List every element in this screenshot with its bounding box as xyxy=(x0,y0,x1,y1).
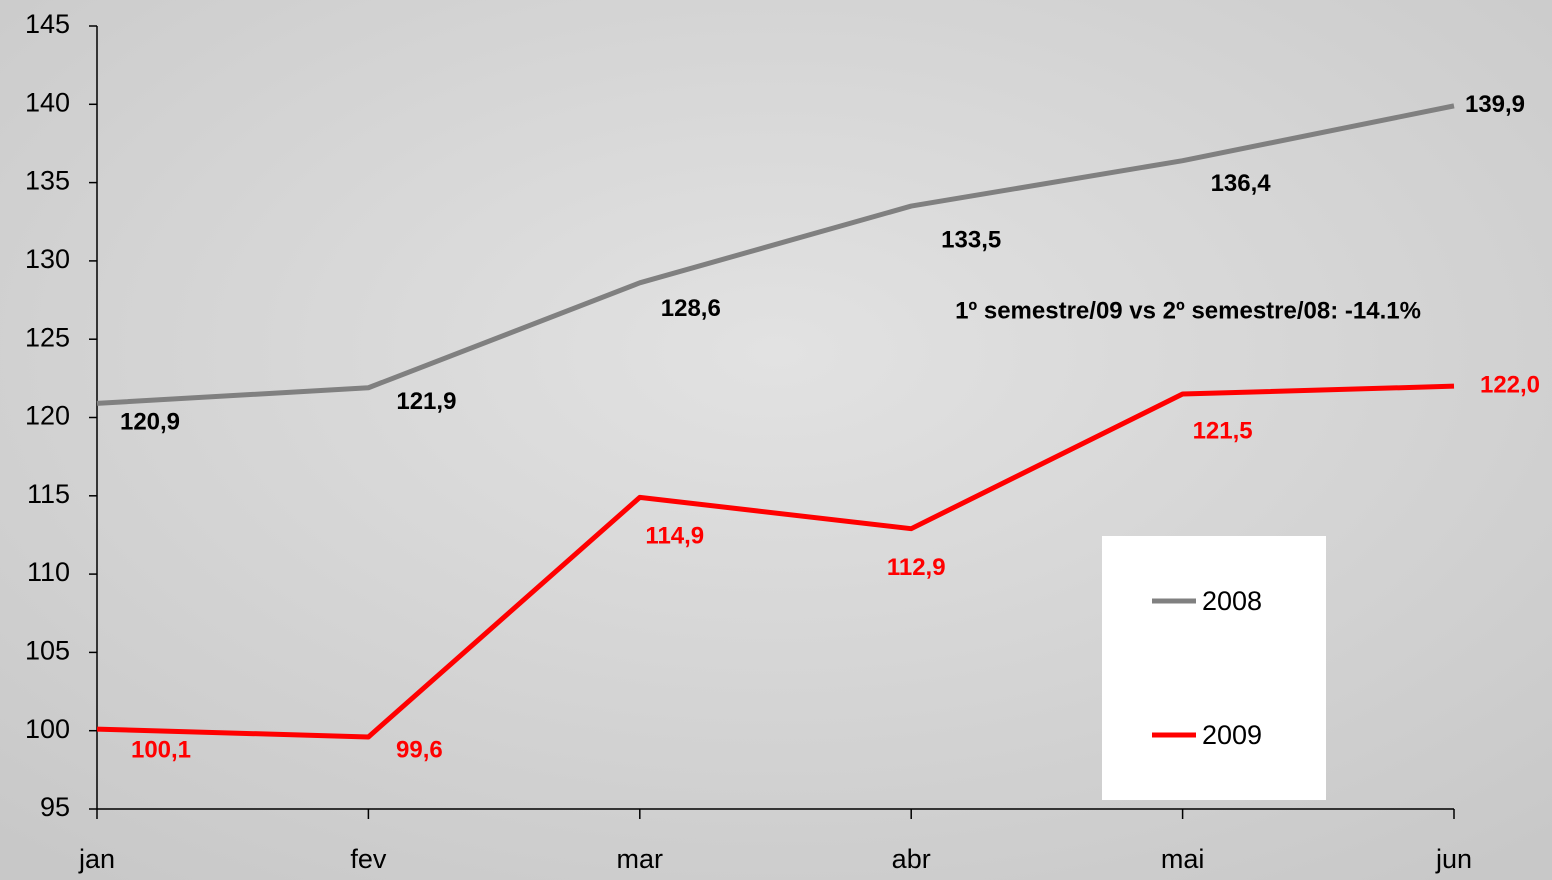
value-label: 128,6 xyxy=(661,295,721,322)
legend-label: 2009 xyxy=(1202,720,1262,750)
value-label: 121,5 xyxy=(1193,417,1253,444)
y-tick-label: 100 xyxy=(25,714,70,744)
y-tick-label: 130 xyxy=(25,244,70,274)
legend-label: 2008 xyxy=(1202,586,1262,616)
value-label: 120,9 xyxy=(120,409,180,436)
y-tick-label: 95 xyxy=(40,792,70,822)
y-tick-label: 135 xyxy=(25,166,70,196)
y-tick-label: 145 xyxy=(25,9,70,39)
y-tick-label: 125 xyxy=(25,322,70,352)
legend-box xyxy=(1102,536,1326,800)
series-line xyxy=(96,383,1455,740)
y-tick-label: 115 xyxy=(27,479,70,509)
value-label: 136,4 xyxy=(1211,170,1272,197)
value-label: 133,5 xyxy=(941,226,1001,253)
x-tick-label: mar xyxy=(617,844,664,874)
x-tick-label: mai xyxy=(1161,844,1205,874)
series-line xyxy=(96,103,1455,406)
value-label: 114,9 xyxy=(645,523,704,550)
x-tick-label: fev xyxy=(350,844,387,874)
value-label: 139,9 xyxy=(1465,91,1525,118)
value-label: 99,6 xyxy=(396,736,443,763)
y-tick-label: 120 xyxy=(25,401,70,431)
value-label: 122,0 xyxy=(1480,372,1540,399)
x-tick-label: jun xyxy=(1435,844,1472,874)
y-tick-label: 105 xyxy=(25,636,70,666)
value-label: 100,1 xyxy=(131,736,191,763)
annotation: 1º semestre/09 vs 2º semestre/08: -14.1% xyxy=(955,297,1421,324)
x-tick-label: jan xyxy=(78,844,115,874)
value-label: 112,9 xyxy=(887,554,946,581)
y-tick-label: 140 xyxy=(25,87,70,117)
y-tick-label: 110 xyxy=(27,557,70,587)
x-tick-label: abr xyxy=(892,844,931,874)
value-label: 121,9 xyxy=(396,388,456,415)
